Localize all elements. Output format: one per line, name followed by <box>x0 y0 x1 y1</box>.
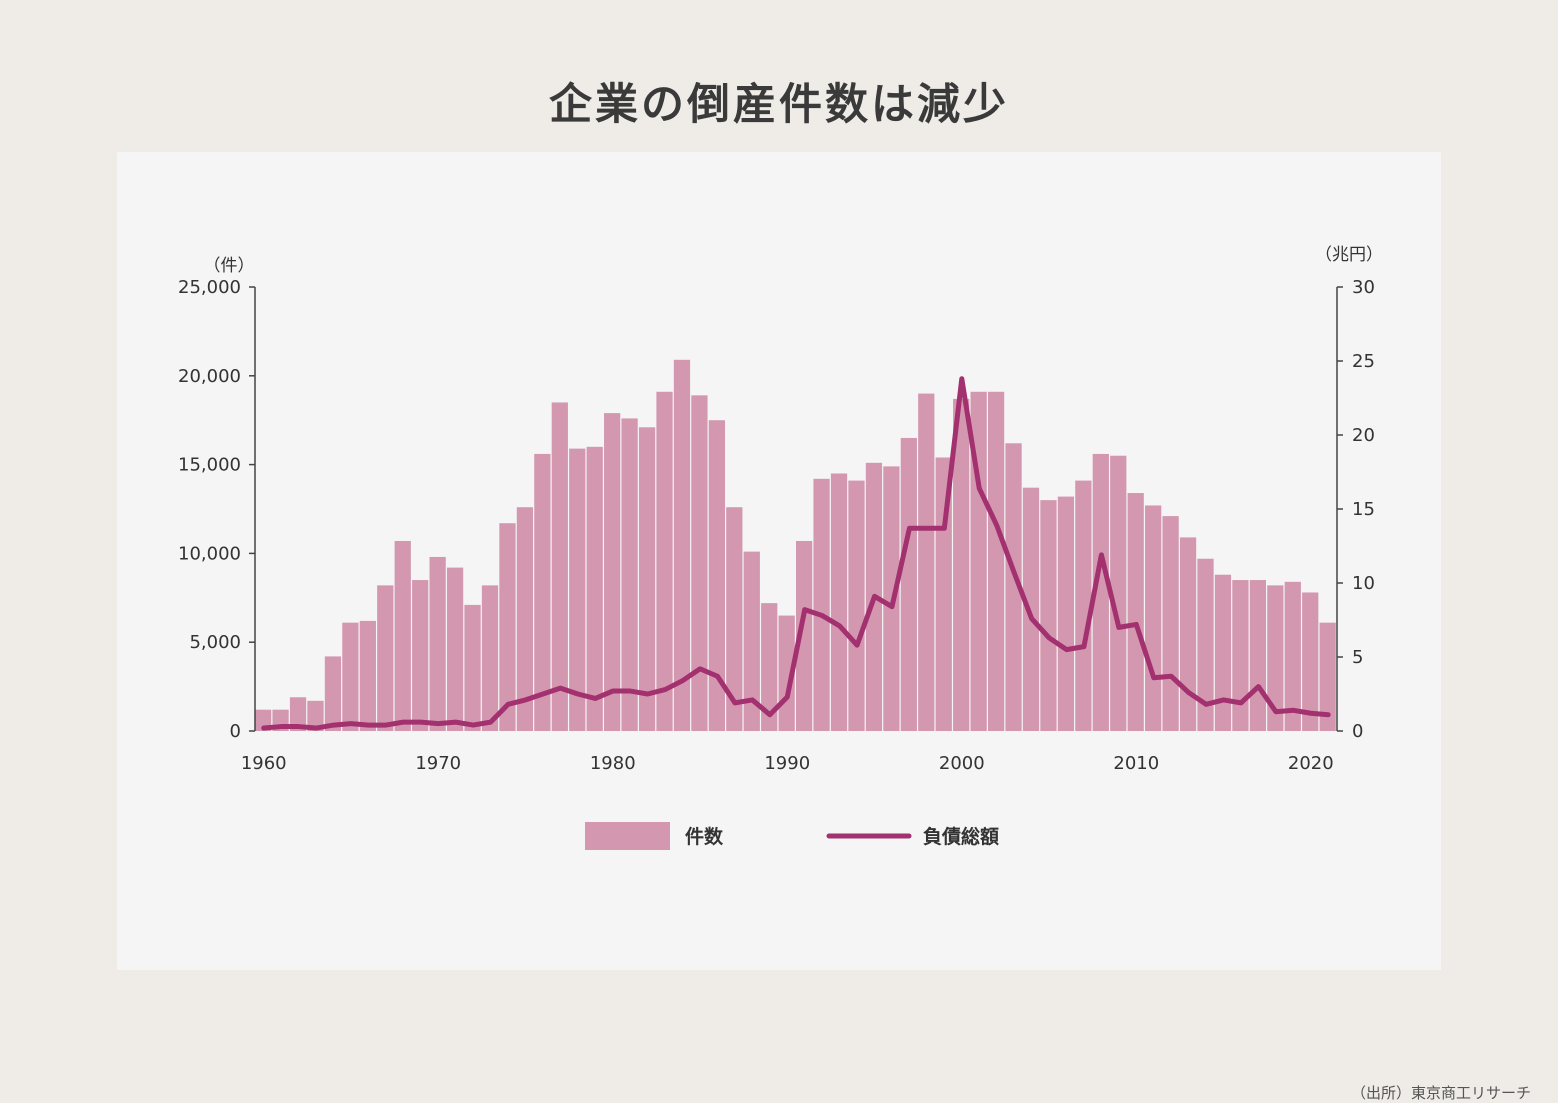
left-tick-label: 10,000 <box>178 543 241 564</box>
bar-1984 <box>673 359 691 731</box>
left-tick-label: 25,000 <box>178 277 241 298</box>
bar-1998 <box>918 393 935 731</box>
bar-1973 <box>481 585 499 731</box>
bar-1963 <box>307 700 324 731</box>
bar-2010 <box>1127 493 1144 731</box>
debt-line <box>261 376 1331 731</box>
chart-panel: 0 5,000 10,000 15,000 20,000 25,000 0 5 10 15 20 25… <box>117 152 1531 1102</box>
bar-1981 <box>621 418 638 731</box>
bar-1967 <box>377 585 394 731</box>
x-tick-label: 1980 <box>590 753 636 774</box>
legend-bar-swatch <box>585 822 670 850</box>
right-tick-label: 30 <box>1352 277 1375 298</box>
bar-2015 <box>1214 574 1232 731</box>
right-tick-label: 10 <box>1352 573 1375 594</box>
bar-1980 <box>604 413 621 731</box>
x-tick-label: 2020 <box>1288 753 1334 774</box>
bar-2006 <box>1057 496 1075 731</box>
bar-2020 <box>1302 592 1319 731</box>
bar-2018 <box>1267 585 1284 731</box>
bar-2013 <box>1179 537 1197 731</box>
bar-2002 <box>987 391 1005 731</box>
x-tick-label: 2010 <box>1113 753 1159 774</box>
bar-1972 <box>464 604 481 731</box>
bar-1965 <box>342 622 359 731</box>
bar-1994 <box>848 480 865 731</box>
bar-1974 <box>499 523 516 731</box>
bar-1968 <box>394 540 411 731</box>
right-tick-label: 15 <box>1352 499 1375 520</box>
x-tick-label: 2000 <box>939 753 985 774</box>
x-tick-label: 1970 <box>415 753 461 774</box>
bar-2021 <box>1319 622 1336 731</box>
bar-1985 <box>691 395 708 731</box>
bar-1962 <box>289 697 307 731</box>
bar-2003 <box>1005 443 1022 731</box>
bar-2011 <box>1145 505 1162 731</box>
bar-1970 <box>429 556 446 731</box>
bar-1991 <box>796 540 813 731</box>
bar-2004 <box>1022 487 1040 731</box>
bar-1983 <box>656 391 673 731</box>
left-tick-label: 20,000 <box>178 366 241 387</box>
left-axis-unit: （件） <box>204 256 255 276</box>
bar-1992 <box>813 478 830 731</box>
bar-2009 <box>1110 455 1127 731</box>
bar-2012 <box>1162 516 1179 731</box>
bar-2014 <box>1197 558 1214 731</box>
bar-1989 <box>761 603 778 731</box>
x-tick-label: 1990 <box>764 753 810 774</box>
bar-1964 <box>324 656 342 731</box>
bar-2019 <box>1284 581 1301 731</box>
left-tick-label: 5,000 <box>189 632 241 653</box>
right-tick-label: 20 <box>1352 425 1375 446</box>
bar-1966 <box>359 620 376 731</box>
bar-1979 <box>586 446 603 731</box>
bar-2017 <box>1249 580 1266 731</box>
right-axis-unit: （兆円） <box>1315 245 1383 265</box>
bar-1987 <box>726 507 743 731</box>
bar-2007 <box>1075 480 1092 731</box>
bar-1969 <box>412 580 429 731</box>
bar-1978 <box>569 448 586 731</box>
legend-bar-label: 件数 <box>685 825 724 848</box>
bar-1976 <box>534 453 551 731</box>
right-tick-label: 5 <box>1352 647 1363 668</box>
bar-2001 <box>970 391 987 731</box>
left-tick-label: 0 <box>230 721 241 742</box>
bar-2005 <box>1040 500 1057 731</box>
bar-1977 <box>551 402 568 731</box>
bar-2016 <box>1232 580 1249 731</box>
bar-2008 <box>1092 453 1109 731</box>
bar-1997 <box>900 437 917 731</box>
bar-2000 <box>953 398 970 731</box>
bar-1993 <box>830 473 848 731</box>
source-note: （出所）東京商工リサーチ <box>1350 1084 1531 1102</box>
bar-1982 <box>638 427 656 731</box>
bankruptcy-chart: 0 5,000 10,000 15,000 20,000 25,000 0 5 10 15 20 25… <box>178 245 1383 850</box>
bar-1988 <box>743 551 760 731</box>
bar-1986 <box>708 420 725 731</box>
bar-1971 <box>446 567 464 731</box>
bar-1975 <box>516 507 534 731</box>
legend-line-label: 負債総額 <box>923 825 999 848</box>
right-tick-label: 25 <box>1352 351 1375 372</box>
right-tick-label: 0 <box>1352 721 1363 742</box>
left-tick-label: 15,000 <box>178 455 241 476</box>
x-tick-label: 1960 <box>241 753 287 774</box>
page-title: 企業の倒産件数は減少 <box>549 80 1009 130</box>
